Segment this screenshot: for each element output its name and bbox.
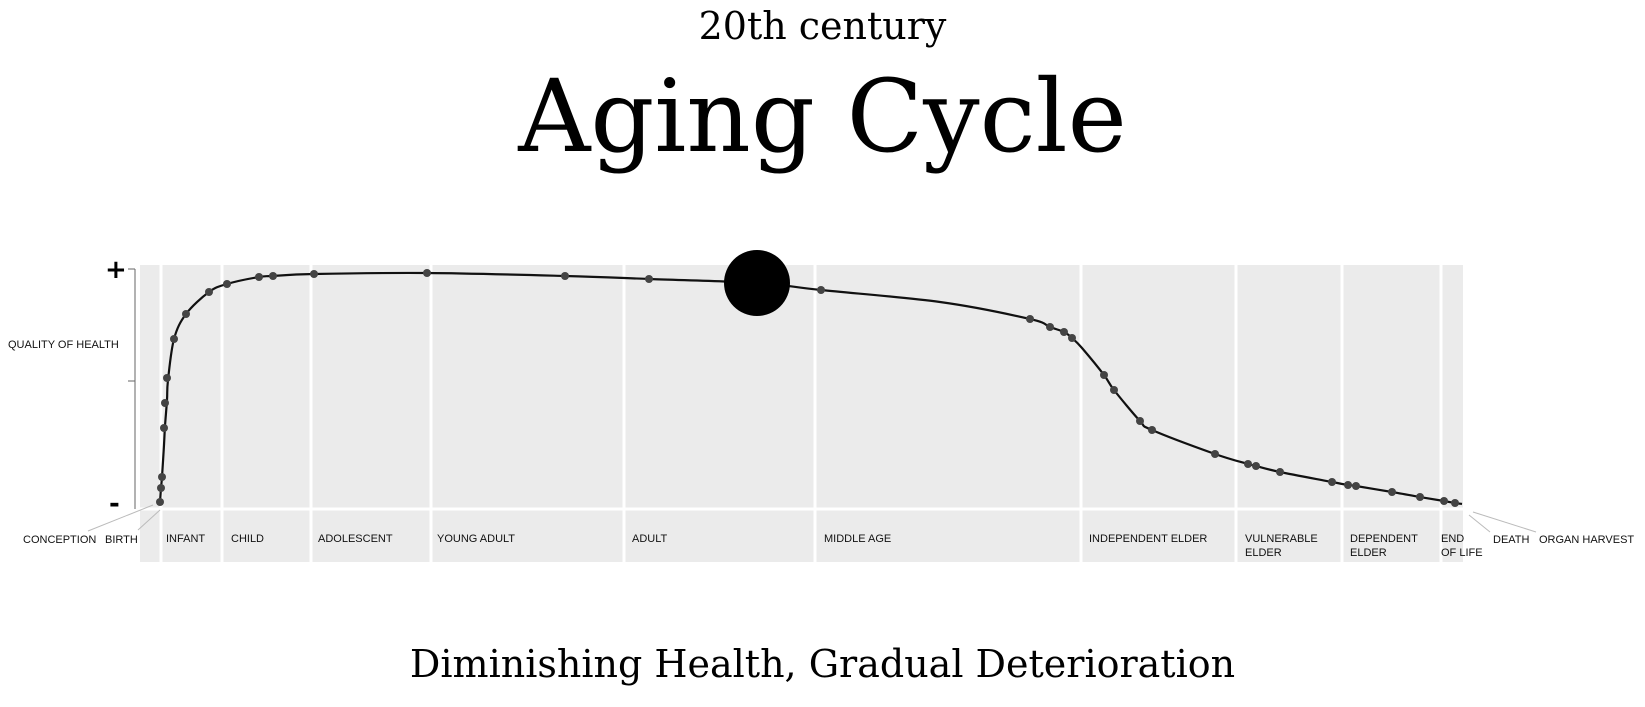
curve-point bbox=[645, 275, 653, 283]
stage-label: INDEPENDENT ELDER bbox=[1089, 533, 1207, 545]
y-axis-minus: - bbox=[109, 489, 120, 519]
outer-labels: CONCEPTION BIRTH DEATH ORGAN HARVEST bbox=[23, 504, 1634, 546]
curve-point bbox=[1148, 426, 1156, 434]
curve-point bbox=[1060, 328, 1068, 336]
current-position-marker bbox=[724, 250, 790, 316]
stage-label: VULNERABLE ELDER bbox=[1245, 533, 1318, 559]
curve-point bbox=[1026, 315, 1034, 323]
curve-point bbox=[1046, 323, 1054, 331]
curve-point bbox=[1110, 386, 1118, 394]
leader-line-left-b bbox=[137, 509, 161, 531]
curve-point bbox=[223, 280, 231, 288]
curve-point bbox=[1388, 488, 1396, 496]
chart-panel bbox=[140, 265, 1465, 562]
curve-point bbox=[205, 288, 213, 296]
stage-label: CHILD bbox=[231, 533, 264, 545]
label-death: DEATH bbox=[1493, 534, 1530, 546]
leader-line-right-b bbox=[1472, 511, 1537, 533]
supertitle: 20th century bbox=[698, 4, 947, 48]
stage-label: MIDDLE AGE bbox=[824, 533, 891, 545]
diagram-title: Aging Cycle bbox=[518, 58, 1127, 175]
curve-point bbox=[161, 399, 169, 407]
stage-label: DEPENDENT ELDER bbox=[1350, 533, 1418, 559]
curve-point bbox=[1352, 482, 1360, 490]
curve-point bbox=[160, 424, 168, 432]
curve-point bbox=[561, 272, 569, 280]
leader-line-left-a bbox=[87, 504, 154, 532]
curve-point bbox=[156, 498, 164, 506]
curve-point bbox=[1276, 468, 1284, 476]
curve-point bbox=[269, 272, 277, 280]
stage-label: ADOLESCENT bbox=[318, 533, 393, 545]
y-axis: + - QUALITY OF HEALTH bbox=[8, 255, 136, 519]
curve-point bbox=[1416, 493, 1424, 501]
stage-label: ADULT bbox=[632, 533, 668, 545]
label-conception: CONCEPTION bbox=[23, 534, 96, 546]
diagram-subtitle: Diminishing Health, Gradual Deterioratio… bbox=[409, 642, 1236, 686]
curve-point bbox=[310, 270, 318, 278]
curve-point bbox=[157, 484, 165, 492]
curve-point bbox=[170, 335, 178, 343]
curve-point bbox=[1136, 417, 1144, 425]
curve-point bbox=[817, 286, 825, 294]
curve-point bbox=[163, 374, 171, 382]
curve-point bbox=[423, 269, 431, 277]
curve-point bbox=[255, 273, 263, 281]
leader-line-right-a bbox=[1468, 514, 1491, 533]
curve-point bbox=[158, 473, 166, 481]
y-axis-label: QUALITY OF HEALTH bbox=[8, 339, 119, 351]
curve-point bbox=[1328, 478, 1336, 486]
curve-point bbox=[1068, 334, 1076, 342]
stage-label: INFANT bbox=[166, 533, 205, 545]
label-organ-harvest: ORGAN HARVEST bbox=[1539, 534, 1634, 546]
stage-label: END OF LIFE bbox=[1441, 533, 1483, 559]
curve-point bbox=[1100, 371, 1108, 379]
curve-point bbox=[1440, 497, 1448, 505]
stage-label: YOUNG ADULT bbox=[437, 533, 515, 545]
curve-points bbox=[156, 269, 1459, 507]
curve-point bbox=[182, 310, 190, 318]
y-axis-plus: + bbox=[105, 255, 127, 285]
curve-point bbox=[1252, 462, 1260, 470]
label-birth: BIRTH bbox=[105, 534, 138, 546]
curve-point bbox=[1451, 499, 1459, 507]
curve-point bbox=[1211, 450, 1219, 458]
curve-point bbox=[1244, 460, 1252, 468]
curve-point bbox=[1344, 481, 1352, 489]
stage-labels: INFANT CHILD ADOLESCENT YOUNG ADULT ADULT MID… bbox=[166, 533, 1483, 559]
stage-dividers bbox=[159, 265, 1467, 562]
